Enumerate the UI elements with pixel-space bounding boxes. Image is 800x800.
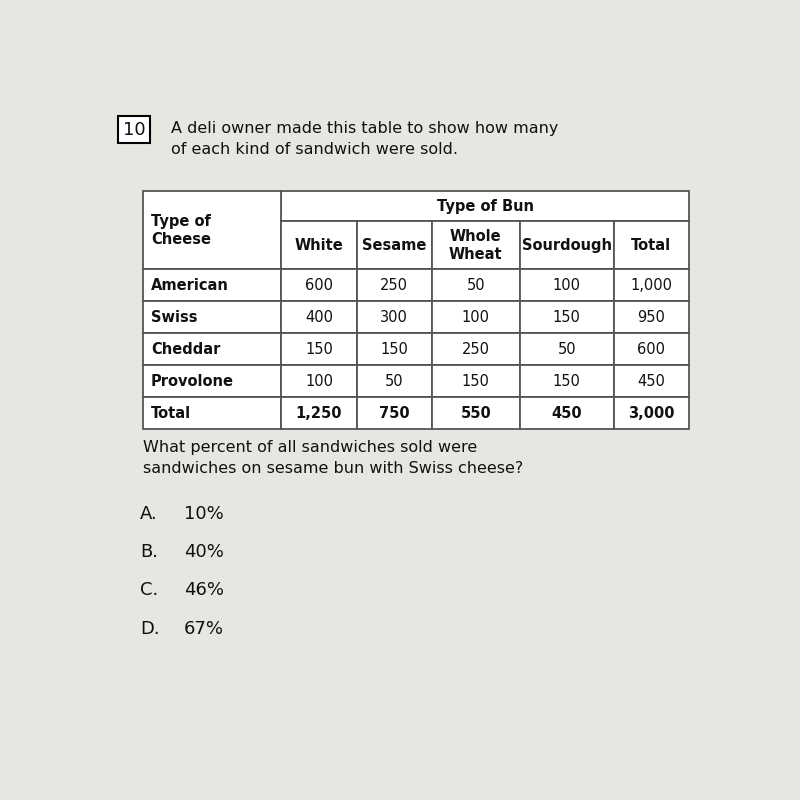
Bar <box>520 221 614 269</box>
Bar <box>282 221 357 269</box>
Bar <box>614 221 689 269</box>
Text: 100: 100 <box>553 278 581 293</box>
Text: 46%: 46% <box>184 582 224 599</box>
Bar <box>357 221 432 269</box>
Text: Sesame: Sesame <box>362 238 426 253</box>
Text: 550: 550 <box>461 406 491 421</box>
Text: Type of Bun: Type of Bun <box>437 198 534 214</box>
Text: 3,000: 3,000 <box>628 406 674 421</box>
Bar <box>614 398 689 430</box>
Bar <box>357 365 432 398</box>
Text: Cheddar: Cheddar <box>151 342 220 357</box>
Text: Total: Total <box>631 238 671 253</box>
Text: 400: 400 <box>305 310 333 325</box>
Text: White: White <box>294 238 343 253</box>
Bar <box>143 398 282 430</box>
Text: 450: 450 <box>638 374 666 389</box>
Bar <box>282 191 689 221</box>
Bar <box>520 333 614 365</box>
Bar <box>143 365 282 398</box>
Bar <box>357 333 432 365</box>
Text: 1,250: 1,250 <box>296 406 342 421</box>
Bar <box>282 365 357 398</box>
Text: 150: 150 <box>380 342 408 357</box>
Text: 600: 600 <box>305 278 333 293</box>
Text: 67%: 67% <box>184 620 224 638</box>
Bar <box>143 269 282 301</box>
Bar <box>614 301 689 333</box>
Text: Sourdough: Sourdough <box>522 238 612 253</box>
Bar <box>614 333 689 365</box>
Text: 150: 150 <box>553 374 581 389</box>
Text: Type of
Cheese: Type of Cheese <box>151 214 211 246</box>
Bar <box>357 269 432 301</box>
Text: American: American <box>151 278 229 293</box>
Text: A deli owner made this table to show how many
of each kind of sandwich were sold: A deli owner made this table to show how… <box>171 121 558 157</box>
Text: Provolone: Provolone <box>151 374 234 389</box>
Bar <box>520 301 614 333</box>
Bar <box>432 333 520 365</box>
Text: 1,000: 1,000 <box>630 278 672 293</box>
Text: 10: 10 <box>122 121 146 139</box>
Bar <box>143 301 282 333</box>
Text: 100: 100 <box>462 310 490 325</box>
Bar <box>520 398 614 430</box>
Bar <box>143 333 282 365</box>
Text: 950: 950 <box>638 310 666 325</box>
Text: Total: Total <box>151 406 191 421</box>
Text: 450: 450 <box>551 406 582 421</box>
Bar <box>432 365 520 398</box>
Text: 300: 300 <box>380 310 408 325</box>
Text: C.: C. <box>140 582 158 599</box>
Bar <box>282 269 357 301</box>
Bar <box>432 221 520 269</box>
Bar <box>282 301 357 333</box>
Bar <box>614 365 689 398</box>
Bar <box>143 191 282 269</box>
Bar <box>282 333 357 365</box>
Text: 150: 150 <box>462 374 490 389</box>
Bar <box>357 301 432 333</box>
Text: What percent of all sandwiches sold were
sandwiches on sesame bun with Swiss che: What percent of all sandwiches sold were… <box>143 440 524 476</box>
Text: 100: 100 <box>305 374 333 389</box>
Bar <box>432 269 520 301</box>
Text: 250: 250 <box>462 342 490 357</box>
Bar <box>520 365 614 398</box>
Bar <box>520 269 614 301</box>
Text: B.: B. <box>140 543 158 562</box>
Text: 150: 150 <box>305 342 333 357</box>
Bar <box>432 398 520 430</box>
Text: 50: 50 <box>385 374 403 389</box>
Text: A.: A. <box>140 505 158 523</box>
Text: 600: 600 <box>638 342 666 357</box>
Text: Whole
Wheat: Whole Wheat <box>449 229 502 262</box>
Text: 50: 50 <box>558 342 576 357</box>
Bar <box>614 269 689 301</box>
Bar <box>357 398 432 430</box>
Text: 250: 250 <box>380 278 408 293</box>
Text: 10%: 10% <box>184 505 223 523</box>
Bar <box>432 301 520 333</box>
Text: 40%: 40% <box>184 543 223 562</box>
Text: 50: 50 <box>466 278 485 293</box>
Text: D.: D. <box>140 620 160 638</box>
Text: Swiss: Swiss <box>151 310 198 325</box>
Bar <box>282 398 357 430</box>
Text: 750: 750 <box>379 406 410 421</box>
Text: 150: 150 <box>553 310 581 325</box>
